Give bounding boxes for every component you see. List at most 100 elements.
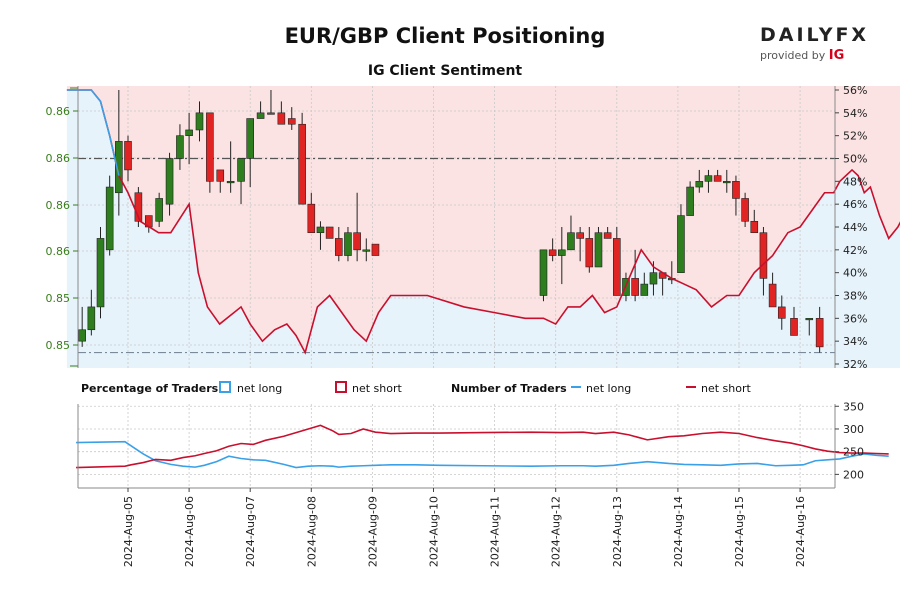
net-short-count-line <box>76 424 889 469</box>
right-axis-tick-label: 36% <box>843 312 867 325</box>
count-axis-tick-label: 200 <box>843 468 864 481</box>
bear-candle <box>334 238 343 256</box>
date-tick-label: 2024-Aug-05 <box>122 496 135 567</box>
bear-candle <box>750 220 759 234</box>
bull-candle <box>226 181 235 184</box>
bull-candle <box>185 129 193 136</box>
bull-candle <box>96 238 105 308</box>
right-axis-tick-label: 54% <box>843 107 867 120</box>
bull-candle <box>195 112 204 131</box>
bull-candle <box>539 249 548 296</box>
right-axis-tick-label: 32% <box>843 358 867 371</box>
count-axis-tick-label: 300 <box>843 423 864 436</box>
right-axis-tick-label: 34% <box>843 335 867 348</box>
bull-candle <box>165 158 174 205</box>
bear-candle <box>287 118 296 125</box>
bull-candle <box>78 329 86 342</box>
count-axis-tick-label: 250 <box>843 446 864 459</box>
bull-candle <box>155 198 163 222</box>
bull-candle <box>344 232 352 256</box>
legend-count-long-label: net long <box>586 382 631 395</box>
date-tick-label: 2024-Aug-08 <box>305 496 318 567</box>
bear-candle <box>216 169 225 182</box>
bear-candle <box>732 181 740 199</box>
bear-candle <box>585 238 594 268</box>
bull-candle <box>649 272 658 285</box>
bull-candle <box>704 175 713 182</box>
net-long-area <box>66 90 900 368</box>
bear-candle <box>815 318 824 348</box>
date-tick-label: 2024-Aug-13 <box>611 496 624 567</box>
date-tick-label: 2024-Aug-11 <box>489 496 502 567</box>
bottom-right-axis: 350 300 250 200 <box>835 400 864 481</box>
right-axis: 56% 54% 52% 50% 48% 46% 44% 42% 40% 38% 36% 34% 32% <box>835 84 867 371</box>
bear-candle <box>124 141 132 171</box>
logo-wordmark: DAILYFX <box>760 24 870 46</box>
right-axis-tick-label: 56% <box>843 84 867 97</box>
legend-net-long-swatch <box>219 381 231 393</box>
net-long-count-line <box>76 440 889 469</box>
net-long-pct-line <box>66 89 120 176</box>
legend-percentage-title: Percentage of Traders <box>81 382 219 395</box>
right-axis-tick-label: 38% <box>843 290 867 303</box>
bull-candle <box>640 283 649 296</box>
bear-candle <box>298 123 306 205</box>
left-axis-tick-label: 0.86 <box>46 245 71 258</box>
bear-candle <box>790 318 798 336</box>
left-axis-tick-label: 0.85 <box>46 339 71 352</box>
legend-net-long-label: net long <box>237 382 282 395</box>
left-axis-tick-label: 0.86 <box>46 105 71 118</box>
left-axis-tick-label: 0.86 <box>46 199 71 212</box>
candles <box>78 90 824 353</box>
bull-candle <box>695 181 704 188</box>
bull-candle <box>267 112 275 115</box>
x-axis-dates: 2024-Aug-05 2024-Aug-06 2024-Aug-07 2024-Au… <box>122 488 807 567</box>
logo-provided-by: provided by IG <box>760 48 845 63</box>
bear-candle <box>759 232 768 279</box>
bull-candle <box>558 249 566 256</box>
bull-candle <box>246 118 254 159</box>
right-axis-tick-label: 44% <box>843 221 867 234</box>
count-axis-tick-label: 350 <box>843 400 864 413</box>
legend-net-short-label: net short <box>352 382 403 395</box>
net-short-pct-line <box>66 89 900 355</box>
bear-candle <box>612 238 621 296</box>
bear-candle <box>576 232 584 239</box>
right-axis-tick-label: 48% <box>843 175 867 188</box>
bear-candle <box>325 226 334 239</box>
legend-count-short-label: net short <box>701 382 752 395</box>
left-axis-tick-label: 0.86 <box>46 152 71 165</box>
right-axis-tick-label: 42% <box>843 244 867 257</box>
bull-candle <box>237 158 245 182</box>
date-tick-label: 2024-Aug-10 <box>428 496 441 567</box>
bear-candle <box>768 283 777 308</box>
bottom-gridlines <box>78 404 835 488</box>
bear-candle <box>277 112 286 125</box>
bear-candle <box>206 112 214 182</box>
bull-candle <box>87 306 96 331</box>
bull-candle <box>594 232 603 268</box>
date-tick-label: 2024-Aug-07 <box>244 496 257 567</box>
bear-candle <box>713 175 722 182</box>
bull-candle <box>805 318 814 321</box>
bear-candle <box>631 278 639 296</box>
right-axis-tick-label: 46% <box>843 198 867 211</box>
right-axis-tick-label: 52% <box>843 130 867 143</box>
right-axis-tick-label: 50% <box>843 153 867 166</box>
bull-candle <box>316 226 325 234</box>
legend-net-short-swatch <box>335 381 347 393</box>
bull-candle <box>567 232 575 251</box>
date-tick-label: 2024-Aug-15 <box>733 496 746 567</box>
bull-candle <box>115 141 123 194</box>
left-axis: 0.86 0.86 0.86 0.86 0.85 0.85 <box>46 87 78 367</box>
date-tick-label: 2024-Aug-12 <box>550 496 563 567</box>
bear-candle <box>777 306 786 319</box>
date-tick-label: 2024-Aug-14 <box>672 496 685 567</box>
bull-candle <box>677 215 685 273</box>
bear-candle <box>307 203 316 234</box>
bull-candle <box>105 186 114 251</box>
bull-candle <box>722 181 731 184</box>
legend: Percentage of Traders net long net short Nu… <box>81 381 752 395</box>
bull-candle <box>256 112 265 119</box>
